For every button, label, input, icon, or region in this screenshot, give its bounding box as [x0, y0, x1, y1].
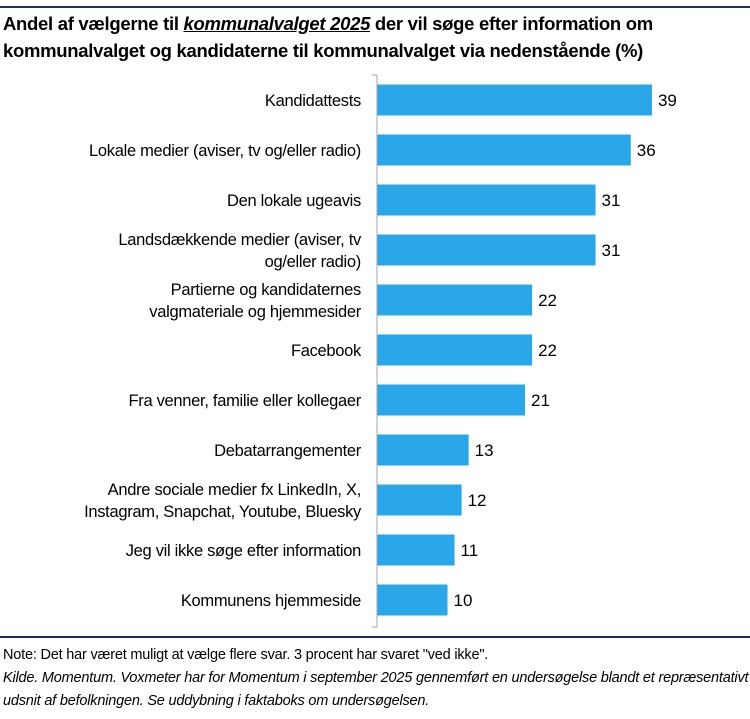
title-text: Andel af vælgerne til	[3, 13, 184, 34]
note-text: Note: Det har været muligt at vælge fler…	[3, 647, 489, 663]
top-rule	[0, 6, 750, 8]
notes: Note: Det har været muligt at vælge fler…	[3, 644, 750, 713]
bar	[377, 484, 462, 516]
data-label: 21	[531, 391, 550, 410]
source-text: Kilde. Momentum. Voxmeter har for Moment…	[3, 670, 749, 709]
bar	[377, 434, 469, 466]
data-label: 11	[461, 541, 479, 560]
title-emphasis: kommunalvalget 2025	[183, 13, 371, 34]
category-label: Kandidattests	[265, 92, 361, 110]
category-label: Jeg vil ikke søge efter information	[126, 542, 361, 560]
title-text-end: der vil søge efter information om kommun…	[3, 13, 653, 61]
bar	[377, 184, 596, 216]
category-label: Landsdækkende medier (aviser, tv	[118, 231, 362, 249]
bar	[377, 134, 631, 166]
data-label: 39	[658, 91, 677, 110]
data-label: 31	[602, 241, 621, 260]
category-label: Partierne og kandidaternes	[171, 281, 361, 299]
data-label: 10	[454, 591, 473, 610]
category-label: Facebook	[291, 342, 362, 360]
data-label: 13	[475, 441, 494, 460]
category-label: Instagram, Snapchat, Youtube, Bluesky	[84, 503, 362, 521]
category-label: Lokale medier (aviser, tv og/eller radio…	[89, 142, 361, 160]
category-label: Debatarrangementer	[214, 442, 362, 460]
category-label: Den lokale ugeavis	[227, 192, 361, 210]
bar	[377, 84, 652, 116]
bar	[377, 334, 533, 366]
chart-title: Andel af vælgerne til kommunalvalget 202…	[3, 10, 748, 64]
data-label: 22	[538, 291, 557, 310]
data-label: 22	[538, 341, 557, 360]
bar	[377, 534, 455, 566]
bar	[377, 234, 596, 266]
category-label: Fra venner, familie eller kollegaer	[128, 392, 361, 410]
category-label: valgmateriale og hjemmesider	[149, 303, 362, 321]
bar	[377, 584, 448, 616]
bottom-rule	[0, 636, 750, 638]
bar	[377, 284, 533, 316]
data-label: 12	[468, 491, 487, 510]
category-label: Andre sociale medier fx LinkedIn, X,	[108, 481, 361, 499]
data-label: 31	[602, 191, 621, 210]
bar-chart: 39 Kandidattests 36 Lokale medier (aviser, …	[84, 74, 677, 628]
data-label: 36	[637, 141, 656, 160]
category-label: Kommunens hjemmeside	[181, 592, 361, 610]
category-label: og/eller radio)	[265, 253, 361, 271]
bar	[377, 384, 526, 416]
